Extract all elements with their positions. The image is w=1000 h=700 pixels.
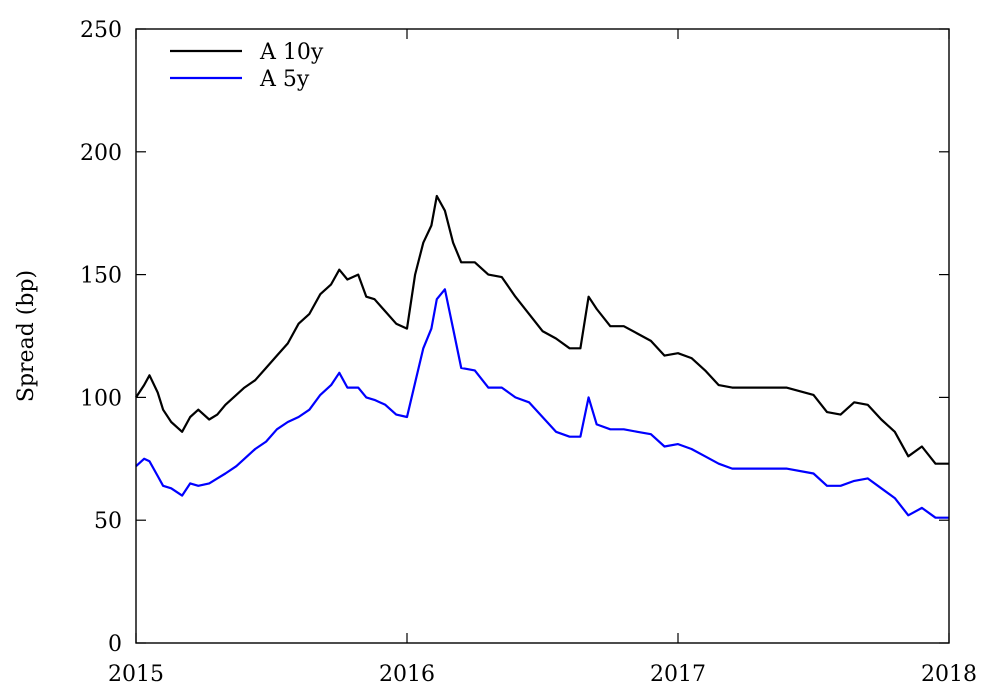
x-tick-label-0: 2015 bbox=[108, 662, 164, 687]
series-line-1 bbox=[135, 288, 949, 519]
y-tick-label-3: 150 bbox=[80, 264, 122, 289]
ticks-layer: 0 50 100 150 200 250 2015 2016 2017 2018 bbox=[80, 18, 977, 687]
y-tick-label-2: 100 bbox=[80, 386, 122, 411]
x-tick-label-3: 2018 bbox=[921, 662, 977, 687]
legend-label-0: A 10y bbox=[259, 40, 324, 65]
plot-frame bbox=[135, 28, 950, 644]
legend-label-1: A 5y bbox=[259, 67, 310, 92]
x-tick-label-2: 2017 bbox=[650, 662, 706, 687]
y-tick-label-0: 0 bbox=[108, 632, 122, 657]
series-line-0 bbox=[135, 194, 949, 465]
x-tick-label-1: 2016 bbox=[379, 662, 435, 687]
y-axis-title: Spread (bp) bbox=[14, 270, 39, 402]
y-tick-label-1: 50 bbox=[94, 509, 122, 534]
y-tick-label-5: 250 bbox=[80, 18, 122, 43]
series-layer bbox=[135, 194, 949, 519]
y-tick-label-4: 200 bbox=[80, 141, 122, 166]
